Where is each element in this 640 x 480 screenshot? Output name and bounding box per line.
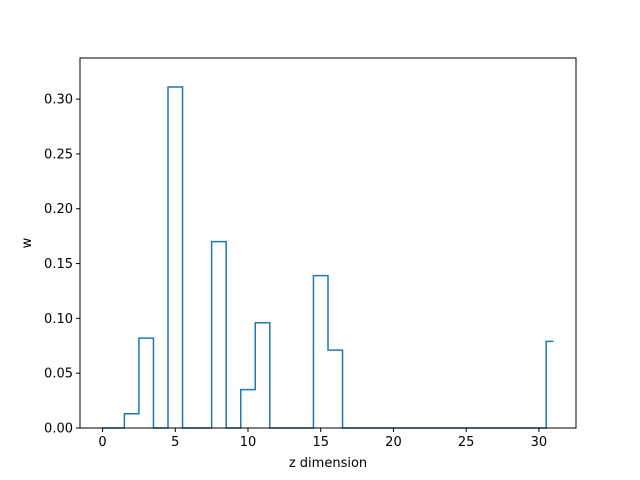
y-tick-label: 0.25 xyxy=(44,147,73,162)
y-tick-label: 0.10 xyxy=(44,312,73,327)
y-tick-label: 0.15 xyxy=(44,257,73,272)
y-axis-ticks: 0.00 0.05 0.10 0.15 0.20 0.25 0.30 xyxy=(44,93,80,437)
y-tick-label: 0.20 xyxy=(44,202,73,217)
x-tick-label: 10 xyxy=(240,435,257,450)
x-axis-label: z dimension xyxy=(289,456,367,471)
x-tick-label: 0 xyxy=(98,435,106,450)
y-tick-label: 0.00 xyxy=(44,422,73,437)
x-tick-label: 25 xyxy=(458,435,475,450)
x-tick-label: 5 xyxy=(171,435,179,450)
axes-frame xyxy=(79,57,577,429)
y-tick-label: 0.30 xyxy=(44,93,73,108)
y-tick-label: 0.05 xyxy=(44,367,73,382)
x-tick-label: 15 xyxy=(312,435,329,450)
x-axis-ticks: 0 5 10 15 20 25 30 xyxy=(98,428,547,450)
y-axis-label: w xyxy=(20,237,35,248)
x-tick-label: 20 xyxy=(385,435,402,450)
x-tick-label: 30 xyxy=(531,435,548,450)
